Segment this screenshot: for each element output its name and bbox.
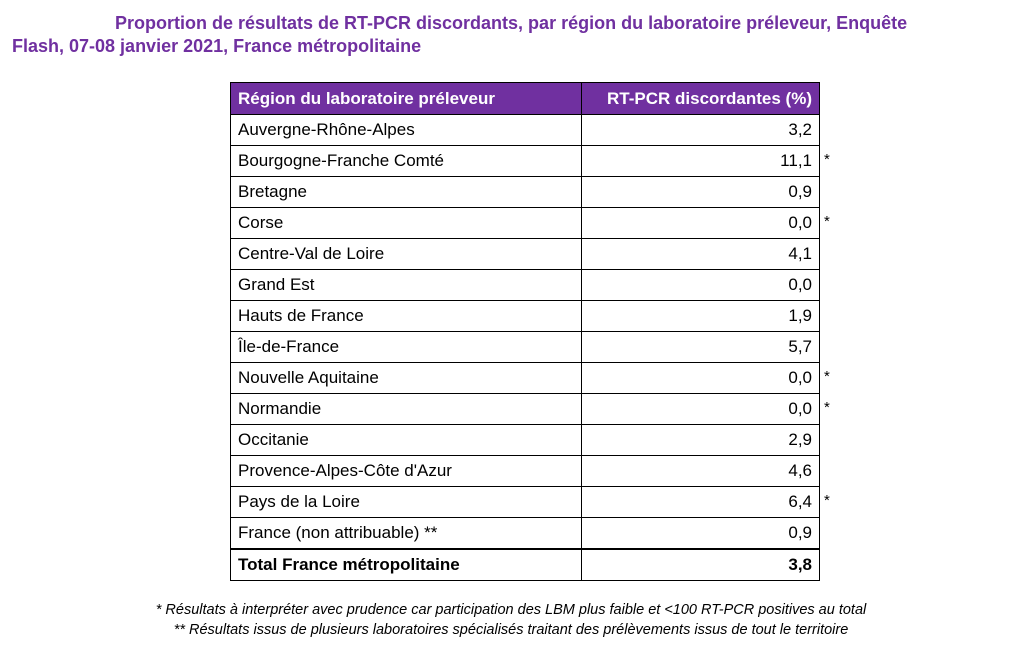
table-row: Grand Est 0,0 [230, 269, 820, 301]
region-cell: Pays de la Loire [230, 486, 582, 518]
table-row: Occitanie 2,9 [230, 424, 820, 456]
header-region: Région du laboratoire préleveur [230, 82, 582, 115]
total-label: Total France métropolitaine [230, 548, 582, 581]
flag-asterisk: * [824, 491, 830, 509]
table-row: Hauts de France 1,9 [230, 300, 820, 332]
table-row: Normandie 0,0 [230, 393, 820, 425]
table-body: Auvergne-Rhône-Alpes 3,2 Bourgogne-Franche… [230, 114, 820, 581]
region-cell: Bourgogne-Franche Comté [230, 145, 582, 177]
table-row: Bourgogne-Franche Comté 11,1 [230, 145, 820, 177]
value-cell: 3,2 [581, 114, 820, 146]
value-cell: 0,9 [581, 176, 820, 208]
value-cell: 0,9 [581, 517, 820, 550]
title-line-1: Proportion de résultats de RT-PCR discor… [115, 13, 908, 33]
flag-asterisk: * [824, 398, 830, 416]
table-row: Provence-Alpes-Côte d'Azur 4,6 [230, 455, 820, 487]
table-row: Bretagne 0,9 [230, 176, 820, 208]
table-row: Auvergne-Rhône-Alpes 3,2 [230, 114, 820, 146]
region-cell: France (non attribuable) ** [230, 517, 582, 550]
flag-asterisk: * [824, 212, 830, 230]
region-cell: Occitanie [230, 424, 582, 456]
total-row: Total France métropolitaine 3,8 [230, 548, 820, 581]
region-cell: Corse [230, 207, 582, 239]
title-line-2: Flash, 07-08 janvier 2021, France métrop… [12, 36, 422, 56]
flag-asterisk: * [824, 150, 830, 168]
value-cell: 4,1 [581, 238, 820, 270]
total-value: 3,8 [581, 548, 820, 581]
value-cell: 6,4 [581, 486, 820, 518]
table-row: Île-de-France 5,7 [230, 331, 820, 363]
page-title: Proportion de résultats de RT-PCR discor… [12, 12, 1012, 58]
value-cell: 0,0 [581, 269, 820, 301]
value-cell: 1,9 [581, 300, 820, 332]
table-row: Centre-Val de Loire 4,1 [230, 238, 820, 270]
value-cell: 11,1 [581, 145, 820, 177]
footnotes: * Résultats à interpréter avec prudence … [0, 600, 1022, 640]
region-cell: Grand Est [230, 269, 582, 301]
value-cell: 0,0 [581, 207, 820, 239]
value-cell: 0,0 [581, 362, 820, 394]
results-table: Région du laboratoire préleveur RT-PCR d… [230, 82, 820, 581]
flag-asterisk: * [824, 367, 830, 385]
table-row: Corse 0,0 [230, 207, 820, 239]
value-cell: 4,6 [581, 455, 820, 487]
region-cell: Centre-Val de Loire [230, 238, 582, 270]
region-cell: Auvergne-Rhône-Alpes [230, 114, 582, 146]
region-cell: Bretagne [230, 176, 582, 208]
value-cell: 5,7 [581, 331, 820, 363]
region-cell: Île-de-France [230, 331, 582, 363]
table-row: Nouvelle Aquitaine 0,0 [230, 362, 820, 394]
region-cell: Provence-Alpes-Côte d'Azur [230, 455, 582, 487]
region-cell: Nouvelle Aquitaine [230, 362, 582, 394]
table-row: Pays de la Loire 6,4 [230, 486, 820, 518]
value-cell: 2,9 [581, 424, 820, 456]
table-row: France (non attribuable) ** 0,9 [230, 517, 820, 550]
region-cell: Normandie [230, 393, 582, 425]
region-cell: Hauts de France [230, 300, 582, 332]
table-header-row: Région du laboratoire préleveur RT-PCR d… [230, 82, 820, 115]
footnote-1: * Résultats à interpréter avec prudence … [155, 602, 867, 618]
header-value: RT-PCR discordantes (%) [581, 82, 820, 115]
value-cell: 0,0 [581, 393, 820, 425]
footnote-2: ** Résultats issus de plusieurs laborato… [173, 622, 849, 638]
